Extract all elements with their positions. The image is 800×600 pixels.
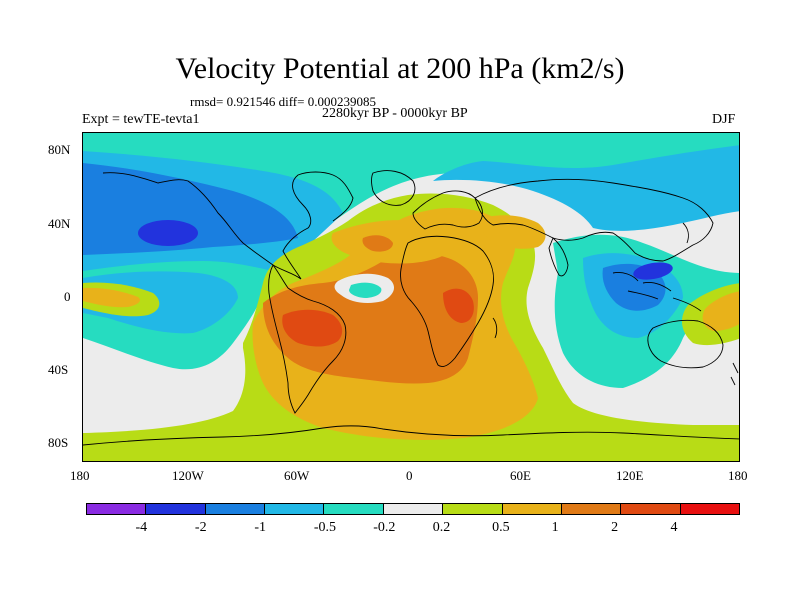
lon-label-180e: 180 [728,468,748,483]
lon-label-120e: 120E [616,468,644,483]
contour-neg-2-indonesia [633,262,673,280]
colorbar-swatch [443,504,503,514]
colorbar-label: 4 [670,520,678,535]
contour-pos-2-africa [443,288,474,323]
period-label: 2280kyr BP - 0000kyr BP [322,106,468,121]
contour-pos-2-south-america [282,309,343,347]
colorbar-swatch [561,504,622,514]
colorbar-swatch [383,504,444,514]
colorbar [86,503,740,515]
contour-pos-1-main [263,253,478,384]
lat-label-80n: 80N [48,142,71,157]
lat-label-40n: 40N [48,216,71,231]
colorbar-label: -0.2 [373,520,396,535]
colorbar-swatch [146,504,206,514]
contour-pos-05-east-pacific [83,287,140,308]
colorbar-label: -1 [254,520,267,535]
colorbar-label: -2 [194,520,207,535]
contour-neg-1-north-west [83,163,298,255]
colorbar-swatch [265,504,325,514]
plot-title: Velocity Potential at 200 hPa (km2/s) [175,52,625,85]
colorbar-label: -0.5 [313,520,336,535]
colorbar-swatch [502,504,562,514]
contour-neutral-south-west [83,343,246,433]
contour-neg-02-atlantic [349,282,382,298]
contour-neg-2-pacific-north [138,220,198,246]
colorbar-label: 2 [611,520,619,535]
lat-label-0: 0 [64,289,71,304]
lon-label-60e: 60E [510,468,531,483]
stats-line: rmsd= 0.921546 diff= 0.000239085 [190,94,376,109]
contour-neg-05-north-east [433,145,739,231]
lat-label-80s: 80S [48,435,69,450]
velocity-potential-map [83,133,739,461]
colorbar-label: 0.2 [432,520,451,535]
map-panel [82,132,740,462]
colorbar-swatch [621,504,681,514]
season-label: DJF [712,112,736,127]
colorbar-swatch [205,504,266,514]
colorbar-label: 0.5 [492,520,510,535]
colorbar-label: -4 [135,520,148,535]
contour-pos-1-north-africa [362,235,393,252]
colorbar-label: 1 [551,520,559,535]
lon-label-120w: 120W [172,468,204,483]
lon-label-60w: 60W [284,468,310,483]
colorbar-swatch [324,504,384,514]
lon-label-0: 0 [406,468,413,483]
contour-pos-05-east-edge [702,291,739,331]
lat-label-40s: 40S [48,362,69,377]
contour-pos-05-arabia [481,215,546,249]
lon-label-180w: 180 [70,468,90,483]
colorbar-swatch [87,504,147,514]
colorbar-swatch [680,504,739,514]
experiment-label: Expt = tewTE-tevta1 [82,112,200,127]
coastlines [83,170,739,446]
contour-pos-05-north-africa [331,220,455,264]
